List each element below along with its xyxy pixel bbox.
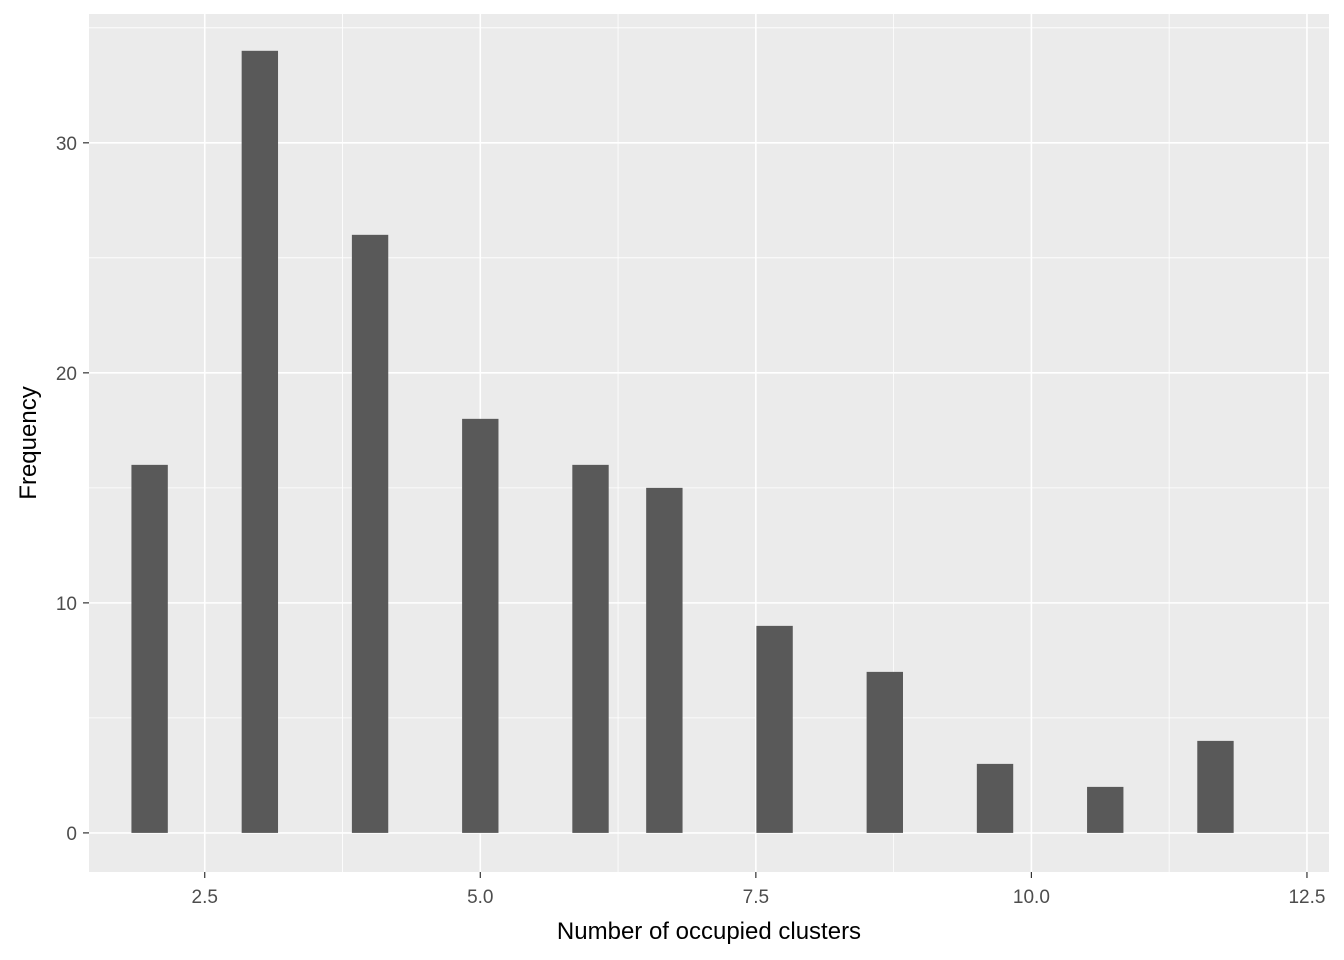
bar — [1087, 786, 1124, 833]
bars — [131, 50, 1234, 833]
x-tick-label: 10.0 — [1013, 887, 1050, 908]
y-tick-label: 20 — [56, 364, 77, 385]
y-tick-label: 30 — [56, 134, 77, 155]
x-tick-label: 12.5 — [1288, 887, 1325, 908]
bar — [976, 763, 1014, 833]
x-axis-title: Number of occupied clusters — [557, 918, 861, 945]
plot-panel — [89, 14, 1329, 872]
bar — [241, 50, 279, 833]
minor-gridlines — [89, 14, 1329, 872]
x-tick-label: 7.5 — [743, 887, 769, 908]
y-tick-label: 10 — [56, 594, 77, 615]
bar — [646, 487, 683, 833]
bar — [131, 464, 168, 833]
bar — [866, 671, 903, 833]
y-axis: 0 10 20 30 — [56, 134, 89, 845]
bar — [756, 625, 793, 833]
bar — [462, 418, 499, 833]
x-tick-label: 2.5 — [192, 887, 218, 908]
bar — [351, 234, 389, 833]
x-tick-label: 5.0 — [467, 887, 493, 908]
bar — [1197, 740, 1234, 833]
x-axis: 2.5 5.0 7.5 10.0 12.5 — [192, 872, 1325, 908]
y-axis-title: Frequency — [15, 386, 42, 499]
y-tick-label: 0 — [66, 824, 77, 845]
bar — [572, 464, 609, 833]
